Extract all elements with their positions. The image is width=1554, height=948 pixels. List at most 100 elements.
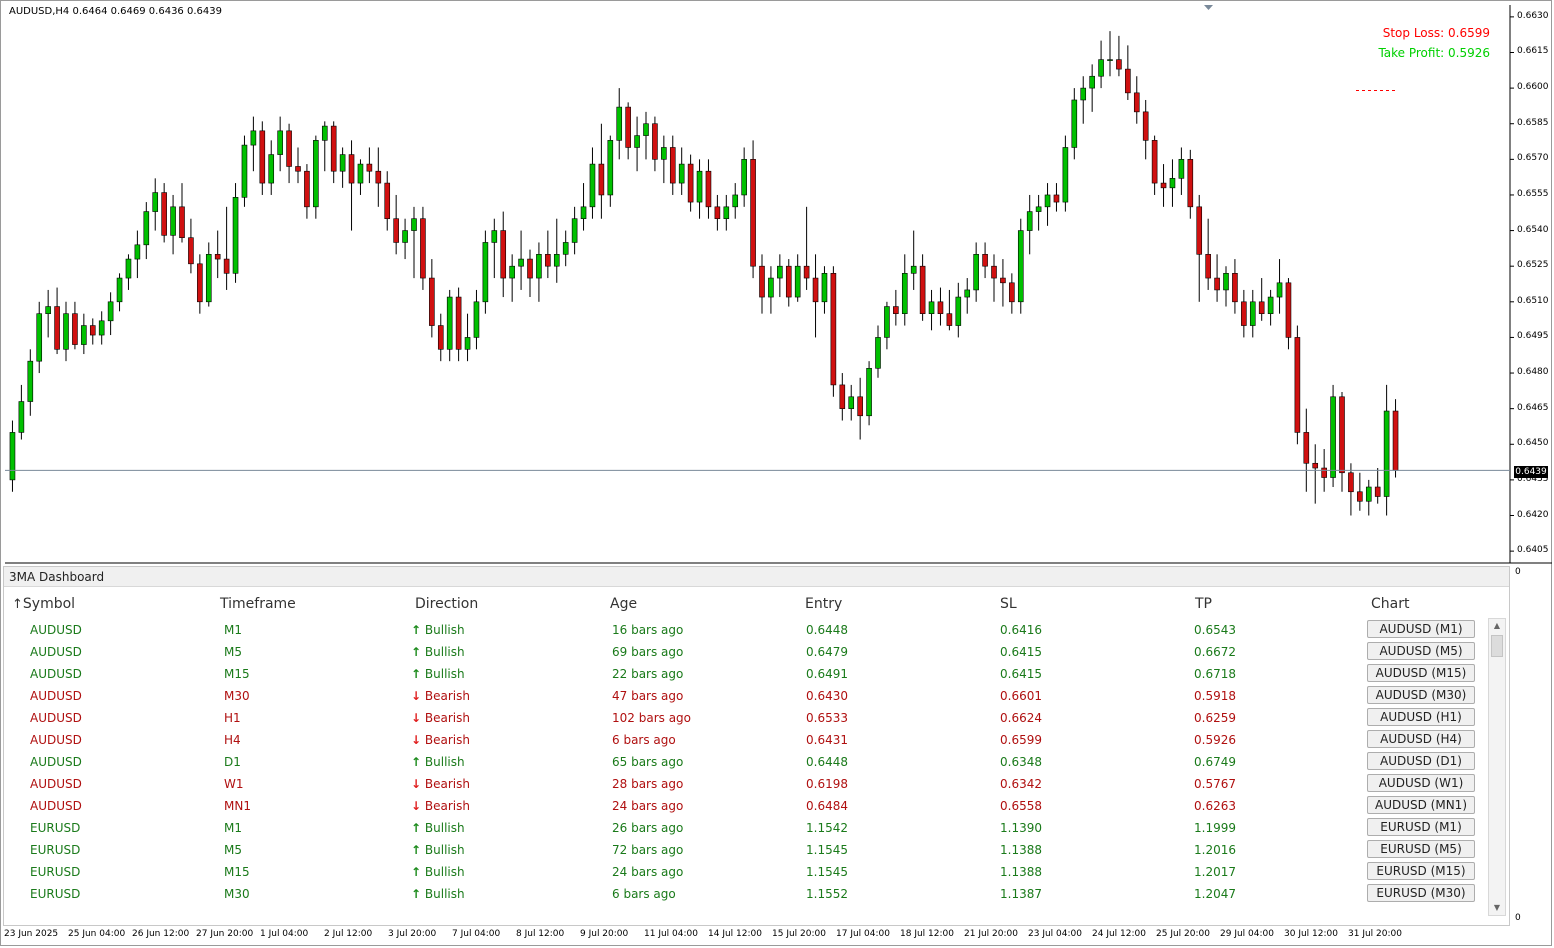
- header-tp[interactable]: TP: [1195, 596, 1212, 612]
- time-tick-label: 7 Jul 04:00: [452, 929, 501, 939]
- candle-body: [1080, 87, 1087, 101]
- scroll-up-icon[interactable]: ▲: [1493, 621, 1501, 630]
- candle-body: [197, 263, 203, 303]
- candle: [446, 289, 453, 362]
- open-chart-button[interactable]: EURUSD (M5): [1367, 840, 1475, 858]
- candle-body: [27, 360, 34, 402]
- header-symbol-label: Symbol: [22, 596, 76, 612]
- cell-direction-label: Bearish: [424, 711, 470, 725]
- cell-age: 6 bars ago: [612, 733, 676, 747]
- open-chart-button[interactable]: EURUSD (M1): [1367, 818, 1475, 836]
- candlestick-chart[interactable]: [0, 0, 1554, 565]
- price-tick-label: 0.6615: [1517, 46, 1549, 57]
- cell-symbol: AUDUSD: [30, 799, 82, 813]
- candle-body: [152, 192, 159, 212]
- cell-sl: 0.6342: [1000, 777, 1042, 791]
- candle: [1267, 289, 1274, 326]
- cell-sl: 1.1388: [1000, 843, 1042, 857]
- price-tick-label: 0.6450: [1517, 438, 1549, 449]
- candle-body: [1321, 467, 1327, 478]
- table-row: EURUSD M15 ↑ Bullish 24 bars ago 1.1545 1.138…: [4, 861, 1484, 883]
- cell-sl: 1.1390: [1000, 821, 1042, 835]
- candle-body: [973, 254, 979, 291]
- candle-body: [678, 163, 685, 184]
- candle: [634, 116, 640, 172]
- cell-direction: ↑ Bullish: [411, 755, 465, 769]
- open-chart-button[interactable]: AUDUSD (M30): [1367, 686, 1475, 704]
- header-chart[interactable]: Chart: [1371, 596, 1410, 612]
- candle-body: [545, 254, 551, 267]
- candle: [1187, 149, 1194, 219]
- candle: [473, 289, 480, 350]
- stop-loss-label: Stop Loss: 0.6599: [1382, 26, 1490, 40]
- cell-symbol: AUDUSD: [30, 711, 82, 725]
- header-timeframe[interactable]: Timeframe: [220, 596, 296, 612]
- cell-sl: 0.6624: [1000, 711, 1042, 725]
- candle-body: [63, 313, 69, 350]
- candle-body: [821, 273, 828, 303]
- candle: [705, 159, 712, 219]
- candle: [812, 254, 819, 338]
- candle: [1330, 384, 1336, 488]
- candle: [241, 135, 248, 207]
- candle: [1044, 183, 1051, 226]
- scroll-thumb[interactable]: [1491, 635, 1503, 657]
- cell-direction-label: Bullish: [424, 843, 465, 857]
- cell-timeframe: M30: [224, 689, 250, 703]
- open-chart-button[interactable]: AUDUSD (M15): [1367, 664, 1475, 682]
- take-profit-label: Take Profit: 0.5926: [1378, 46, 1490, 60]
- candle: [420, 206, 426, 290]
- cell-symbol: AUDUSD: [30, 623, 82, 637]
- chart-shift-icon[interactable]: [1204, 5, 1213, 10]
- candle-body: [982, 254, 988, 267]
- candle-body: [393, 218, 399, 243]
- open-chart-button[interactable]: AUDUSD (D1): [1367, 752, 1475, 770]
- open-chart-button[interactable]: AUDUSD (M5): [1367, 642, 1475, 660]
- candle: [45, 289, 51, 338]
- price-tick-label: 0.6510: [1517, 295, 1549, 306]
- price-tick-label: 0.6525: [1517, 260, 1549, 271]
- candle: [732, 183, 739, 219]
- open-chart-button[interactable]: AUDUSD (M1): [1367, 620, 1475, 638]
- candle: [143, 202, 150, 260]
- header-entry[interactable]: Entry: [805, 596, 843, 612]
- open-chart-button[interactable]: AUDUSD (H1): [1367, 708, 1475, 726]
- candle: [1000, 259, 1006, 307]
- open-chart-button[interactable]: AUDUSD (H4): [1367, 730, 1475, 748]
- candle-body: [214, 254, 221, 260]
- candle: [366, 147, 373, 184]
- candle-body: [598, 163, 605, 196]
- open-chart-button[interactable]: EURUSD (M30): [1367, 884, 1475, 902]
- cell-direction-label: Bullish: [424, 865, 465, 879]
- header-direction[interactable]: Direction: [415, 596, 479, 612]
- open-chart-button[interactable]: EURUSD (M15): [1367, 862, 1475, 880]
- arrow-down-icon: ↓: [411, 733, 422, 747]
- candle: [964, 278, 971, 314]
- candle-body: [634, 135, 640, 148]
- cell-direction: ↑ Bullish: [411, 865, 465, 879]
- candle-body: [455, 296, 462, 350]
- time-tick-label: 23 Jun 2025: [4, 929, 59, 939]
- arrow-up-icon: ↑: [411, 887, 422, 901]
- cell-direction-label: Bullish: [424, 623, 465, 637]
- candle-body: [179, 206, 185, 238]
- dashboard-scrollbar[interactable]: ▲ ▼: [1488, 618, 1506, 916]
- price-tick-label: 0.6585: [1517, 117, 1549, 128]
- scroll-down-icon[interactable]: ▼: [1493, 903, 1501, 912]
- candle-body: [313, 140, 319, 208]
- open-chart-button[interactable]: AUDUSD (MN1): [1367, 796, 1475, 814]
- candle-body: [1267, 296, 1274, 314]
- candle-body: [785, 265, 792, 298]
- candle-body: [1151, 140, 1158, 184]
- header-symbol[interactable]: ↑Symbol: [12, 596, 75, 612]
- candle-body: [830, 273, 837, 386]
- header-sl[interactable]: SL: [1000, 596, 1017, 612]
- cell-tp: 0.5918: [1194, 689, 1236, 703]
- header-age[interactable]: Age: [610, 596, 638, 612]
- open-chart-button[interactable]: AUDUSD (W1): [1367, 774, 1475, 792]
- candle-body: [259, 130, 266, 184]
- cell-sl: 1.1388: [1000, 865, 1042, 879]
- candle: [1062, 135, 1069, 212]
- table-row: AUDUSD D1 ↑ Bullish 65 bars ago 0.6448 0.6348…: [4, 751, 1484, 773]
- candle-body: [768, 277, 774, 298]
